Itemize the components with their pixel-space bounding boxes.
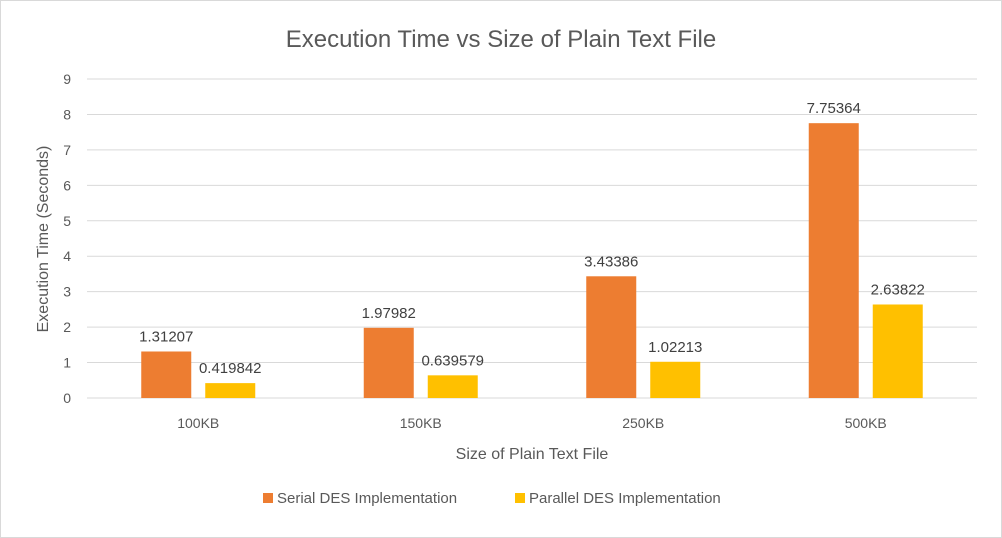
serial-bar (586, 276, 637, 398)
parallel-bar (205, 383, 256, 398)
y-tick-label: 7 (63, 142, 71, 158)
x-tick-label: 100KB (177, 415, 219, 431)
serial-bar (141, 351, 192, 398)
legend-swatch-serial (263, 493, 273, 503)
parallel-data-label: 1.02213 (648, 339, 702, 356)
serial-bar (363, 327, 414, 398)
legend: Serial DES Implementation Parallel DES Im… (263, 490, 721, 507)
serial-data-label: 1.31207 (139, 328, 193, 345)
y-tick-label: 8 (63, 106, 71, 122)
y-tick-label: 1 (63, 355, 71, 371)
y-axis-title: Execution Time (Seconds) (35, 146, 52, 333)
chart-title: Execution Time vs Size of Plain Text Fil… (286, 26, 716, 53)
parallel-data-label: 0.639579 (421, 352, 484, 369)
parallel-data-label: 2.63822 (871, 281, 925, 298)
y-tick-label: 3 (63, 284, 71, 300)
parallel-bar (650, 361, 701, 398)
y-tick-label: 6 (63, 177, 71, 193)
y-tick-label: 9 (63, 71, 71, 87)
serial-bar (808, 123, 859, 398)
serial-data-label: 3.43386 (584, 253, 638, 270)
legend-label-serial: Serial DES Implementation (277, 490, 457, 507)
y-tick-label: 0 (63, 390, 71, 406)
legend-label-parallel: Parallel DES Implementation (529, 490, 721, 507)
legend-swatch-parallel (515, 493, 525, 503)
x-tick-label: 150KB (400, 415, 442, 431)
y-tick-label: 2 (63, 319, 71, 335)
parallel-bar (872, 304, 923, 398)
serial-data-label: 7.75364 (807, 100, 861, 117)
bars (141, 123, 923, 398)
serial-data-label: 1.97982 (362, 305, 416, 322)
y-axis-ticks: 0 1 2 3 4 5 6 7 8 9 (63, 71, 71, 406)
y-tick-label: 4 (63, 248, 71, 264)
x-axis-ticks: 100KB 150KB 250KB 500KB (177, 415, 887, 431)
y-tick-label: 5 (63, 213, 71, 229)
parallel-bar (427, 375, 478, 398)
x-tick-label: 250KB (622, 415, 664, 431)
gridlines (87, 78, 977, 399)
data-labels: 1.31207 0.419842 1.97982 0.639579 3.43386 1.0… (139, 100, 925, 377)
x-tick-label: 500KB (845, 415, 887, 431)
parallel-data-label: 0.419842 (199, 360, 262, 377)
x-axis-title: Size of Plain Text File (456, 446, 609, 463)
